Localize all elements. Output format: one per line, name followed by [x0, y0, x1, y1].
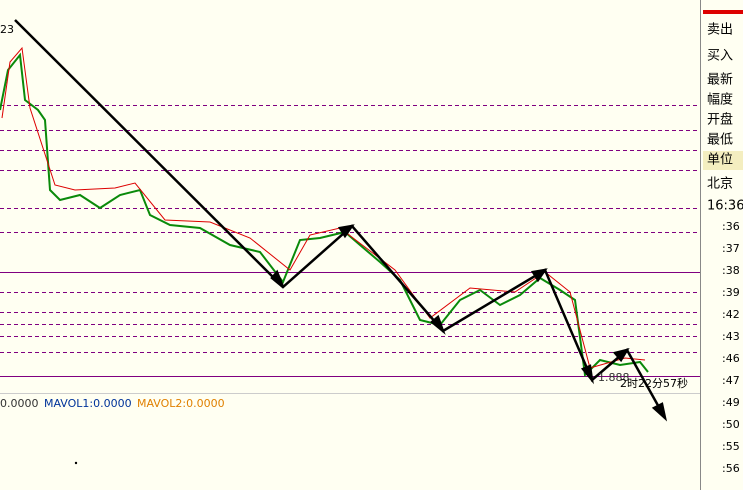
axis-label: :43 — [722, 330, 740, 343]
axis-label: :36 — [722, 220, 740, 233]
axis-label: :56 — [722, 462, 740, 475]
side-label: 最低 — [707, 133, 733, 148]
side-label: 16:36 — [707, 199, 743, 214]
side-label: 买入 — [707, 49, 733, 64]
corner-label: 23 — [0, 23, 14, 36]
indicator-value: 0.0000 — [0, 397, 39, 410]
dot — [74, 461, 78, 465]
price-tag: 1.888 — [598, 371, 630, 384]
side-bg — [700, 0, 743, 490]
side-label: 卖出 — [707, 23, 733, 38]
axis-label: :37 — [722, 242, 740, 255]
axis-label: :38 — [722, 264, 740, 277]
axis-label: :50 — [722, 418, 740, 431]
side-label: 北京 — [707, 177, 733, 192]
side-label: 单位 — [707, 153, 733, 168]
side-label: 开盘 — [707, 112, 733, 128]
axis-label: :46 — [722, 352, 740, 365]
chart-bg — [0, 0, 700, 490]
indicator-mavol2: MAVOL2:0.0000 — [137, 397, 225, 410]
sell-bar — [703, 10, 743, 14]
price-trace — [0, 52, 649, 378]
side-label: 幅度 — [707, 92, 733, 108]
axis-label: :55 — [722, 440, 740, 453]
axis-label: :42 — [722, 308, 740, 321]
indicator-mavol1: MAVOL1:0.0000 — [44, 397, 132, 410]
axis-label: :47 — [722, 374, 740, 387]
price-trace-up — [1, 46, 646, 369]
level-lines — [0, 105, 700, 353]
axis-label: :49 — [722, 396, 740, 409]
axis-label: :39 — [722, 286, 740, 299]
side-label: 最新 — [707, 72, 733, 88]
trend-arrows — [14, 19, 668, 422]
countdown: 2时22分57秒 — [620, 376, 688, 390]
axis-labels: :36 :37 :38 :39 :42 :43 :46 :47 :49 :50 :55 :56 — [722, 220, 740, 475]
unit-highlight — [703, 151, 743, 170]
